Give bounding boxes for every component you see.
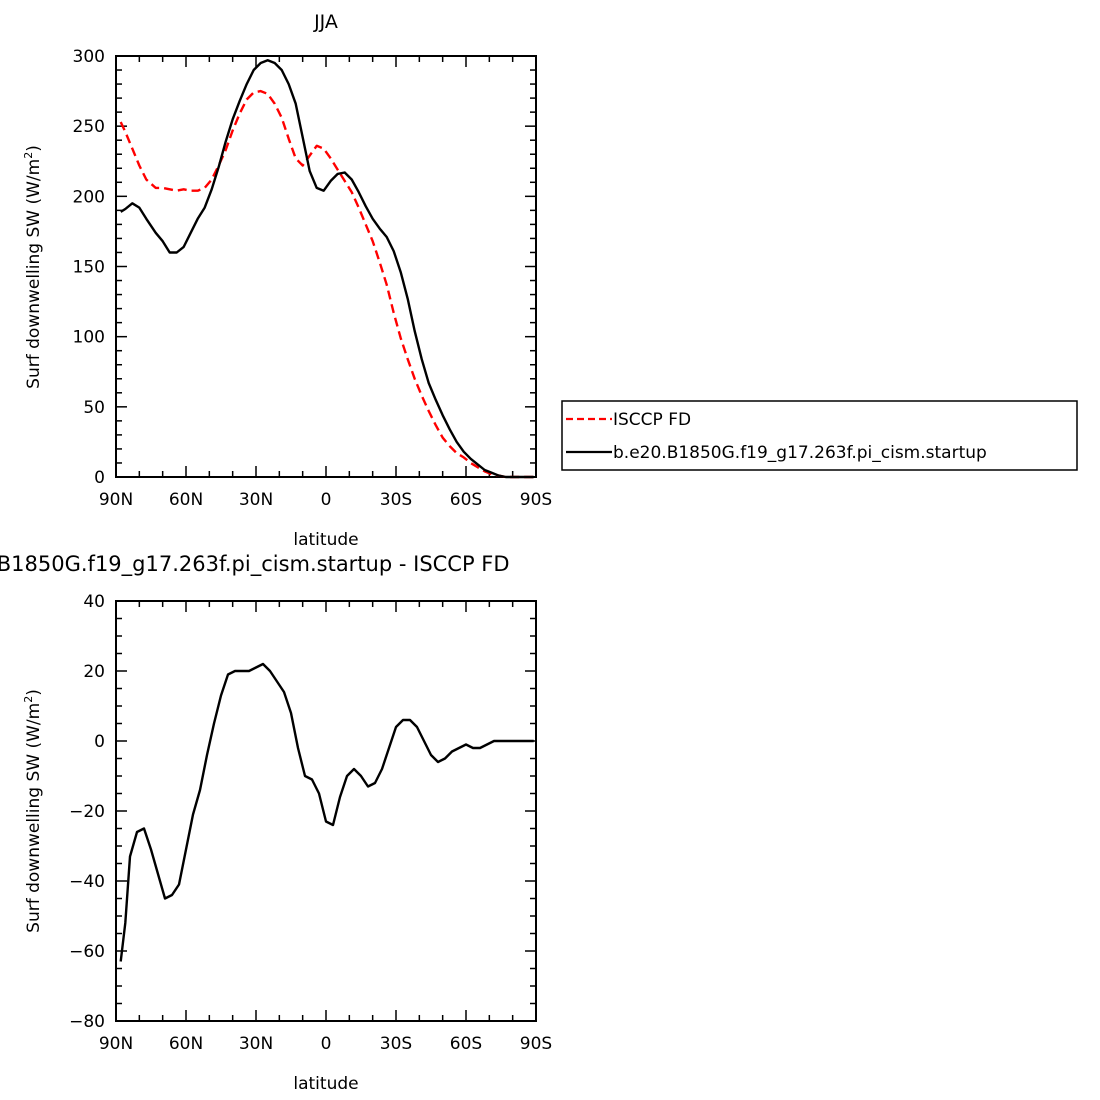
y-axis-label-superscript: 2	[22, 696, 35, 703]
y-tick-label: 0	[94, 732, 105, 752]
y-tick-label: 150	[73, 258, 105, 278]
x-tick-label: 0	[321, 490, 332, 510]
y-tick-label: 50	[83, 398, 105, 418]
y-axis-label: Surf downwelling SW (W/m2)	[22, 145, 44, 389]
x-axis-label: latitude	[293, 530, 358, 550]
chart-panel-top: JJA 90N 60N 30N 0 30S 60S 90S 0 50 100 150 200 250 3…	[22, 11, 1078, 550]
y-tick-label: 250	[73, 117, 105, 137]
y-tick-label: −40	[69, 872, 105, 892]
y-axis-label-superscript: 2	[22, 152, 35, 159]
y-tick-label: 200	[73, 187, 105, 207]
x-tick-label: 30N	[239, 490, 273, 510]
y-tick-label: −80	[69, 1012, 105, 1032]
x-tick-labels: 90N 60N 30N 0 30S 60S 90S	[99, 490, 552, 510]
x-tick-label: 90S	[520, 490, 552, 510]
x-tick-label: 60N	[169, 490, 203, 510]
y-axis-label: Surf downwelling SW (W/m2)	[22, 689, 44, 933]
y-axis-label-text: Surf downwelling SW (W/m	[24, 159, 44, 389]
x-tick-label: 90N	[99, 1034, 133, 1054]
x-tick-label: 90N	[99, 490, 133, 510]
y-tick-label: 100	[73, 328, 105, 348]
x-tick-label: 30S	[380, 490, 412, 510]
chart-panel-bottom: b.e20.B1850G.f19_g17.263f.pi_cism.startu…	[0, 552, 552, 1094]
y-tick-labels: −80 −60 −40 −20 0 20 40	[69, 592, 105, 1032]
x-tick-label: 60S	[450, 490, 482, 510]
y-axis-label-close: )	[24, 689, 44, 696]
plot-frame	[115, 600, 537, 1022]
y-tick-labels: 0 50 100 150 200 250 300	[73, 47, 105, 488]
x-tick-label: 60S	[450, 1034, 482, 1054]
x-axis-label: latitude	[293, 1074, 358, 1094]
x-tick-label: 30N	[239, 1034, 273, 1054]
x-tick-labels: 90N 60N 30N 0 30S 60S 90S	[99, 1034, 552, 1054]
x-tick-label: 0	[321, 1034, 332, 1054]
y-tick-label: 300	[73, 47, 105, 67]
chart-title: b.e20.B1850G.f19_g17.263f.pi_cism.startu…	[0, 552, 510, 577]
x-tick-label: 30S	[380, 1034, 412, 1054]
y-axis-label-text: Surf downwelling SW (W/m	[24, 703, 44, 933]
legend-label-model: b.e20.B1850G.f19_g17.263f.pi_cism.startu…	[613, 443, 987, 463]
y-tick-label: 0	[94, 468, 105, 488]
y-axis-label-close: )	[24, 145, 44, 152]
series-lines	[119, 662, 534, 962]
y-tick-label: −20	[69, 802, 105, 822]
x-tick-label: 90S	[520, 1034, 552, 1054]
series-line-b	[120, 59, 534, 479]
axis-ticks	[115, 55, 537, 478]
x-tick-label: 60N	[169, 1034, 203, 1054]
axis-ticks	[115, 600, 537, 1022]
series-line-isccp-fd	[119, 89, 534, 479]
y-tick-label: 20	[83, 662, 105, 682]
legend: ISCCP FD b.e20.B1850G.f19_g17.263f.pi_ci…	[561, 400, 1078, 471]
legend-label-isccp: ISCCP FD	[613, 410, 691, 430]
legend-box	[561, 400, 1078, 471]
y-tick-label: 40	[83, 592, 105, 612]
plot-frame	[115, 55, 537, 478]
series-line-difference	[119, 662, 534, 962]
series-lines	[119, 59, 534, 479]
y-tick-label: −60	[69, 942, 105, 962]
chart-title: JJA	[313, 11, 338, 33]
